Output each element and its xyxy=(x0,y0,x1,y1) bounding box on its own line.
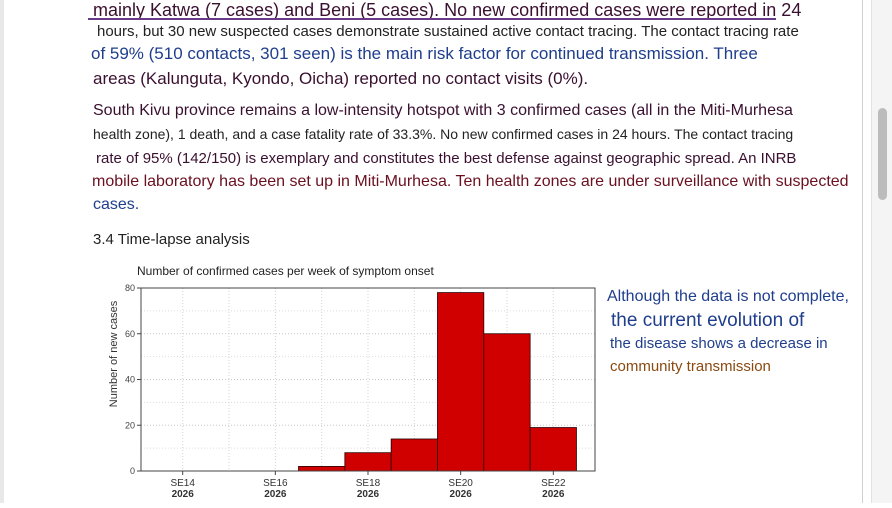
paragraph2-line4: mobile laboratory has been set up in Mit… xyxy=(92,173,849,190)
side-note-line2: the current evolution of xyxy=(611,310,805,331)
chart-x-tick-year: 2026 xyxy=(264,489,287,500)
section-heading: 3.4 Time-lapse analysis xyxy=(93,231,250,248)
chart-x-tick-week: SE18 xyxy=(356,478,381,489)
chart-x-tick-year: 2026 xyxy=(450,489,473,500)
chart-bar-se19-2026 xyxy=(390,438,438,472)
paragraph2-line5: cases. xyxy=(93,196,140,213)
chart-bars xyxy=(298,292,577,472)
paragraph1-line4: areas (Kalunguta, Kyondo, Oicha) reporte… xyxy=(93,69,589,88)
paragraph1-line3: of 59% (510 contacts, 301 seen) is the m… xyxy=(91,44,758,63)
chart-plot-frame xyxy=(140,287,596,472)
chart-bar-se21-2026 xyxy=(483,333,531,472)
cases-chart-svg: Number of confirmed cases per week of sy… xyxy=(108,264,596,500)
chart-y-tick-label: 0 xyxy=(130,466,135,476)
side-note-line4: community transmission xyxy=(610,358,771,375)
chart-y-tick-label: 80 xyxy=(125,283,135,293)
chart-y-tick-label: 20 xyxy=(125,420,135,430)
chart-title: Number of confirmed cases per week of sy… xyxy=(137,264,434,278)
scrollbar-thumb[interactable] xyxy=(878,108,887,200)
chart-bar-se18-2026 xyxy=(344,452,392,472)
chart-x-tick-year: 2026 xyxy=(172,489,195,500)
chart-x-tick-year: 2026 xyxy=(542,489,565,500)
chart-y-axis-label: Number of new cases xyxy=(108,300,120,407)
chart-x-tick-week: SE22 xyxy=(541,478,566,489)
chart-y-tick-label: 40 xyxy=(125,375,135,385)
text-underline xyxy=(88,18,776,20)
page-edge-line xyxy=(862,0,863,503)
chart-bar-se20-2026 xyxy=(437,292,485,472)
chart-bar-se17-2026 xyxy=(298,466,346,472)
paragraph1-line1: mainly Katwa (7 cases) and Beni (5 cases… xyxy=(93,0,802,20)
chart-x-tick-week: SE20 xyxy=(448,478,473,489)
chart-x-tick-year: 2026 xyxy=(357,489,380,500)
window-left-edge xyxy=(0,0,4,503)
paragraph2-line3: rate of 95% (142/150) is exemplary and c… xyxy=(96,150,797,167)
chart-y-ticks: 0 20 40 60 80 xyxy=(125,283,141,476)
chart-x-tick-week: SE16 xyxy=(263,478,288,489)
paragraph1-line2: hours, but 30 new suspected cases demons… xyxy=(97,23,799,40)
side-note-line3: the disease shows a decrease in xyxy=(610,335,828,352)
chart-x-tick-week: SE14 xyxy=(170,478,195,489)
cases-chart: Number of confirmed cases per week of sy… xyxy=(100,262,600,503)
scrollbar-track[interactable] xyxy=(871,0,892,503)
paragraph2-line1: South Kivu province remains a low-intens… xyxy=(93,102,793,119)
side-note-line1: Although the data is not complete, xyxy=(607,288,849,305)
paragraph2-line2: health zone), 1 death, and a case fatali… xyxy=(93,126,794,142)
chart-y-tick-label: 60 xyxy=(125,329,135,339)
chart-bar-se22-2026 xyxy=(529,427,577,472)
